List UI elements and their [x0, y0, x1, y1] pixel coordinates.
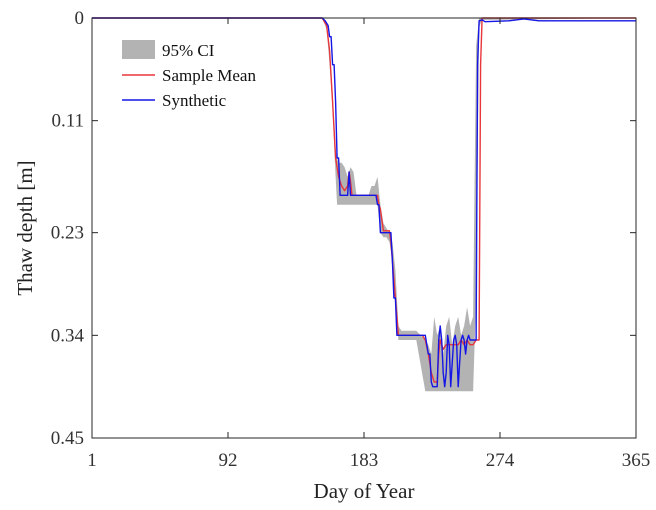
legend-label-ci: 95% CI [162, 41, 215, 60]
y-tick-label: 0.45 [51, 428, 84, 449]
legend-label-synthetic: Synthetic [162, 91, 227, 110]
x-tick-label: 183 [350, 450, 379, 471]
y-tick-label: 0.23 [51, 223, 84, 244]
x-tick-label: 92 [219, 450, 238, 471]
y-tick-label: 0.11 [51, 111, 84, 132]
legend: 95% CI Sample Mean Synthetic [122, 40, 256, 110]
x-tick-label: 274 [486, 450, 515, 471]
series-95-ci-band [92, 18, 636, 392]
y-axis-label: Thaw depth [m] [13, 160, 37, 295]
x-axis-ticks: 1 92 183 274 365 [87, 18, 650, 471]
y-tick-label: 0 [75, 8, 85, 29]
legend-swatch-ci [122, 40, 155, 59]
series-synthetic-line [92, 17, 636, 388]
y-axis-ticks: 0 0.11 0.23 0.34 0.45 [51, 8, 636, 449]
y-tick-label: 0.34 [51, 325, 85, 346]
x-tick-label: 365 [622, 450, 651, 471]
plot-area [92, 17, 636, 392]
x-axis-label: Day of Year [314, 479, 415, 503]
x-tick-label: 1 [87, 450, 97, 471]
legend-label-mean: Sample Mean [162, 66, 256, 85]
